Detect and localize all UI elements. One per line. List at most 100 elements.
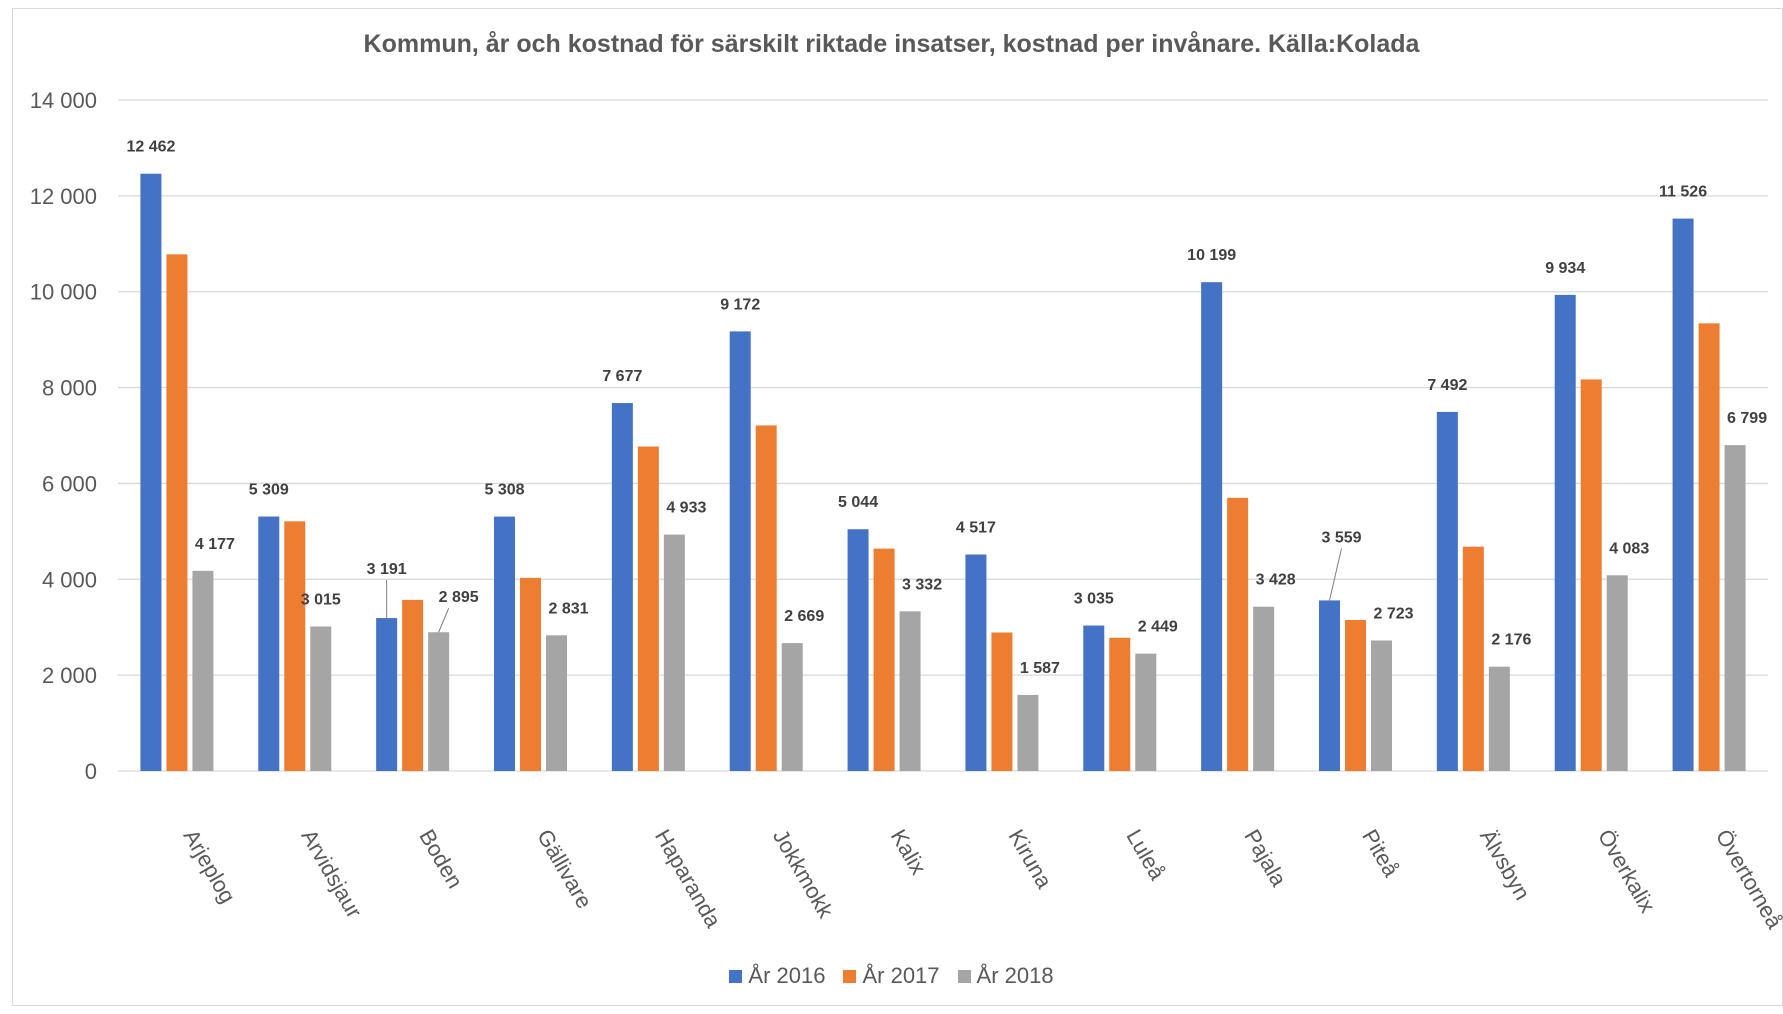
label-leader-lines: [386, 548, 1342, 633]
data-label: 3 035: [1074, 591, 1114, 608]
data-label: 2 669: [784, 608, 824, 625]
legend-label: År 2017: [862, 963, 940, 988]
data-label: 3 428: [1256, 572, 1296, 589]
data-label: 3 015: [301, 591, 341, 608]
data-label: 2 831: [548, 600, 588, 617]
legend-swatch: [957, 969, 971, 983]
bar-år-2016: [258, 516, 280, 771]
bar-år-2016: [140, 173, 162, 772]
bar-år-2017: [520, 577, 541, 771]
x-category-label: Överkalix: [1593, 825, 1660, 917]
bar-år-2018: [1135, 653, 1157, 771]
data-label: 4 933: [666, 500, 706, 517]
x-category-label: Kalix: [886, 825, 931, 879]
legend-label: År 2016: [748, 963, 826, 988]
data-label: 4 517: [956, 520, 996, 537]
y-axis-tick-labels: 0 2 000 4 000 6 000 8 000 10 000 12 000 14 000: [30, 88, 97, 784]
data-label: 1 587: [1020, 660, 1060, 677]
legend-swatch: [843, 969, 857, 983]
x-axis-category-labels: Arjeplog Arvidsjaur Boden Gällivare Haparand…: [179, 825, 1783, 933]
data-label: 2 176: [1491, 632, 1531, 649]
data-label: 3 559: [1321, 529, 1361, 546]
x-category-label: Kiruna: [1004, 825, 1058, 893]
x-category-label: Pajala: [1239, 825, 1292, 891]
bar-år-2017: [873, 548, 895, 771]
data-label: 11 526: [1659, 184, 1707, 201]
bar-år-2017: [991, 632, 1013, 771]
legend-swatch: [729, 969, 743, 983]
data-label: 12 462: [126, 139, 175, 156]
x-category-label: Gällivare: [532, 825, 597, 913]
bar-år-2017: [402, 599, 424, 771]
bar-år-2018: [1371, 640, 1392, 771]
leader-line: [438, 608, 450, 633]
bar-år-2017: [1345, 620, 1366, 771]
bar-år-2018: [1606, 575, 1628, 771]
bar-år-2018: [428, 632, 450, 771]
data-label: 5 044: [838, 494, 878, 511]
bar-år-2018: [781, 643, 803, 771]
bar-år-2018: [663, 534, 685, 771]
y-tick-label: 12 000: [30, 184, 97, 209]
x-category-label: Älvsbyn: [1475, 825, 1535, 904]
bar-år-2016: [1554, 294, 1576, 771]
x-category-label: Jokkmokk: [768, 825, 839, 923]
x-category-label: Piteå: [1357, 825, 1404, 882]
x-category-label: Luleå: [1121, 825, 1170, 885]
data-label: 6 799: [1727, 410, 1767, 427]
bar-år-2016: [611, 403, 633, 771]
bars: [140, 173, 1746, 772]
bar-år-2017: [637, 446, 659, 771]
x-category-label: Övertorneå: [1711, 825, 1783, 933]
x-category-label: Arjeplog: [179, 825, 241, 907]
gridlines: [118, 99, 1768, 772]
data-label: 9 172: [720, 296, 760, 313]
chart-title: Kommun, år och kostnad för särskilt rikt…: [363, 30, 1420, 58]
leader-line: [1329, 548, 1342, 601]
bar-år-2018: [310, 626, 332, 771]
data-label: 10 199: [1187, 247, 1236, 264]
y-tick-label: 0: [85, 759, 97, 784]
data-label: 5 309: [249, 482, 289, 499]
bar-år-2016: [1672, 218, 1694, 771]
data-label: 4 083: [1609, 540, 1649, 557]
bar-år-2017: [1698, 323, 1720, 771]
data-label: 7 492: [1427, 377, 1467, 394]
bar-år-2017: [1109, 637, 1131, 771]
data-label: 9 934: [1545, 260, 1585, 277]
bar-år-2016: [1201, 282, 1223, 771]
data-labels: 12 462 4 177 5 309 3 015 3 191 2 895 5 308 2 83…: [126, 139, 1767, 677]
bar-år-2018: [546, 635, 567, 771]
legend-item: År 2016: [729, 963, 825, 989]
bar-år-2016: [376, 618, 398, 771]
bar-år-2016: [965, 554, 987, 771]
x-category-label: Haparanda: [650, 825, 726, 932]
legend-item: År 2017: [843, 963, 940, 989]
data-label: 7 677: [602, 368, 642, 385]
bar-år-2018: [1488, 666, 1510, 771]
bar-år-2018: [1017, 694, 1039, 771]
bar-år-2017: [1580, 379, 1602, 771]
bar-år-2018: [192, 570, 214, 771]
bar-år-2016: [847, 529, 869, 771]
data-label: 3 191: [367, 561, 407, 578]
bar-år-2016: [1319, 600, 1340, 771]
bar-år-2018: [1253, 606, 1275, 771]
bar-år-2017: [755, 425, 777, 771]
y-tick-label: 10 000: [30, 280, 97, 305]
bar-år-2017: [1462, 546, 1484, 771]
chart-frame: [12, 8, 1783, 1006]
x-category-label: Arvidsjaur: [296, 825, 367, 922]
legend: År 2016 År 2017 År 2018: [0, 963, 1783, 989]
data-label: 2 895: [439, 589, 479, 606]
bar-år-2017: [284, 521, 306, 771]
y-tick-label: 8 000: [42, 376, 97, 401]
data-label: 3 332: [902, 576, 942, 593]
bar-år-2016: [1436, 411, 1458, 771]
x-category-label: Boden: [414, 825, 467, 893]
bar-år-2018: [1724, 445, 1746, 771]
legend-item: År 2018: [957, 963, 1054, 989]
y-tick-label: 6 000: [42, 471, 97, 496]
bar-år-2017: [1227, 497, 1249, 771]
data-label: 2 449: [1138, 619, 1178, 636]
